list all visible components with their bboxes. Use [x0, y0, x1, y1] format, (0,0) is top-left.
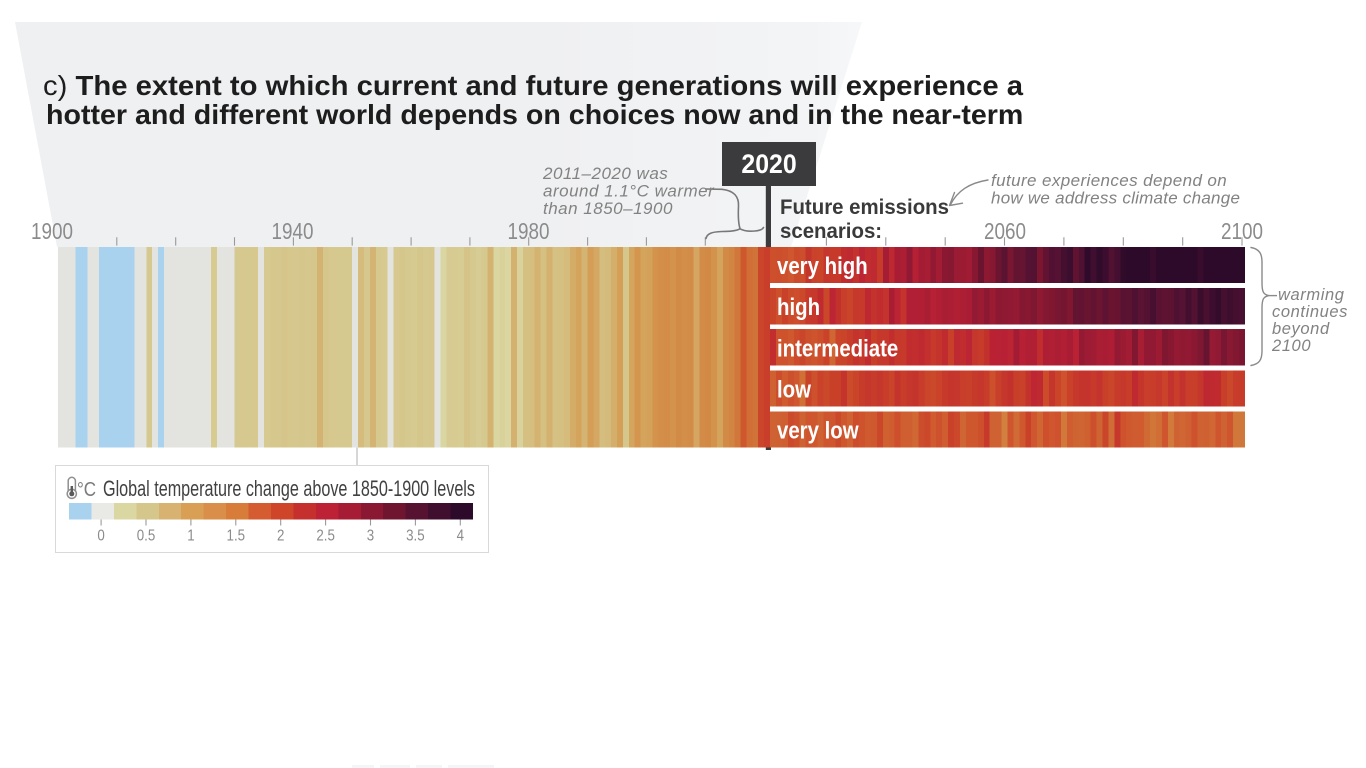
svg-text:0: 0	[97, 528, 104, 545]
svg-text:1980: 1980	[508, 219, 550, 244]
svg-text:scenarios:: scenarios:	[780, 220, 882, 244]
svg-text:1900: 1900	[31, 219, 73, 244]
svg-text:3: 3	[367, 528, 374, 545]
svg-text:2020: 2020	[741, 150, 796, 179]
svg-text:4: 4	[457, 528, 464, 545]
svg-text:warming: warming	[1278, 286, 1345, 304]
svg-text:future experiences depend on: future experiences depend on	[991, 171, 1227, 190]
svg-text:1: 1	[187, 528, 194, 545]
svg-text:2060: 2060	[984, 219, 1026, 244]
svg-text:high: high	[777, 294, 820, 321]
svg-text:c) The extent to which current: c) The extent to which current and futur…	[43, 71, 1024, 102]
svg-text:Future emissions: Future emissions	[780, 196, 949, 220]
svg-text:°C: °C	[77, 478, 96, 501]
svg-text:very low: very low	[777, 417, 859, 444]
svg-text:very high: very high	[777, 253, 868, 280]
svg-text:beyond: beyond	[1272, 320, 1330, 338]
svg-text:2: 2	[277, 528, 284, 545]
svg-text:1940: 1940	[272, 219, 314, 244]
svg-text:0.5: 0.5	[137, 528, 156, 545]
svg-text:continues: continues	[1272, 303, 1348, 321]
svg-text:2011–2020 was: 2011–2020 was	[542, 164, 668, 183]
svg-text:around 1.1°C warmer: around 1.1°C warmer	[543, 182, 715, 201]
svg-text:low: low	[777, 376, 812, 403]
svg-text:Global temperature change abov: Global temperature change above 1850-190…	[103, 478, 475, 502]
svg-text:how we address climate change: how we address climate change	[991, 189, 1240, 208]
svg-text:3.5: 3.5	[406, 528, 425, 545]
svg-text:2.5: 2.5	[316, 528, 335, 545]
svg-text:2100: 2100	[1221, 219, 1263, 244]
svg-text:hotter and different world dep: hotter and different world depends on ch…	[46, 98, 1023, 130]
svg-text:than 1850–1900: than 1850–1900	[543, 199, 673, 218]
svg-text:1.5: 1.5	[227, 528, 246, 545]
svg-text:intermediate: intermediate	[777, 335, 898, 362]
svg-text:2100: 2100	[1271, 337, 1311, 355]
